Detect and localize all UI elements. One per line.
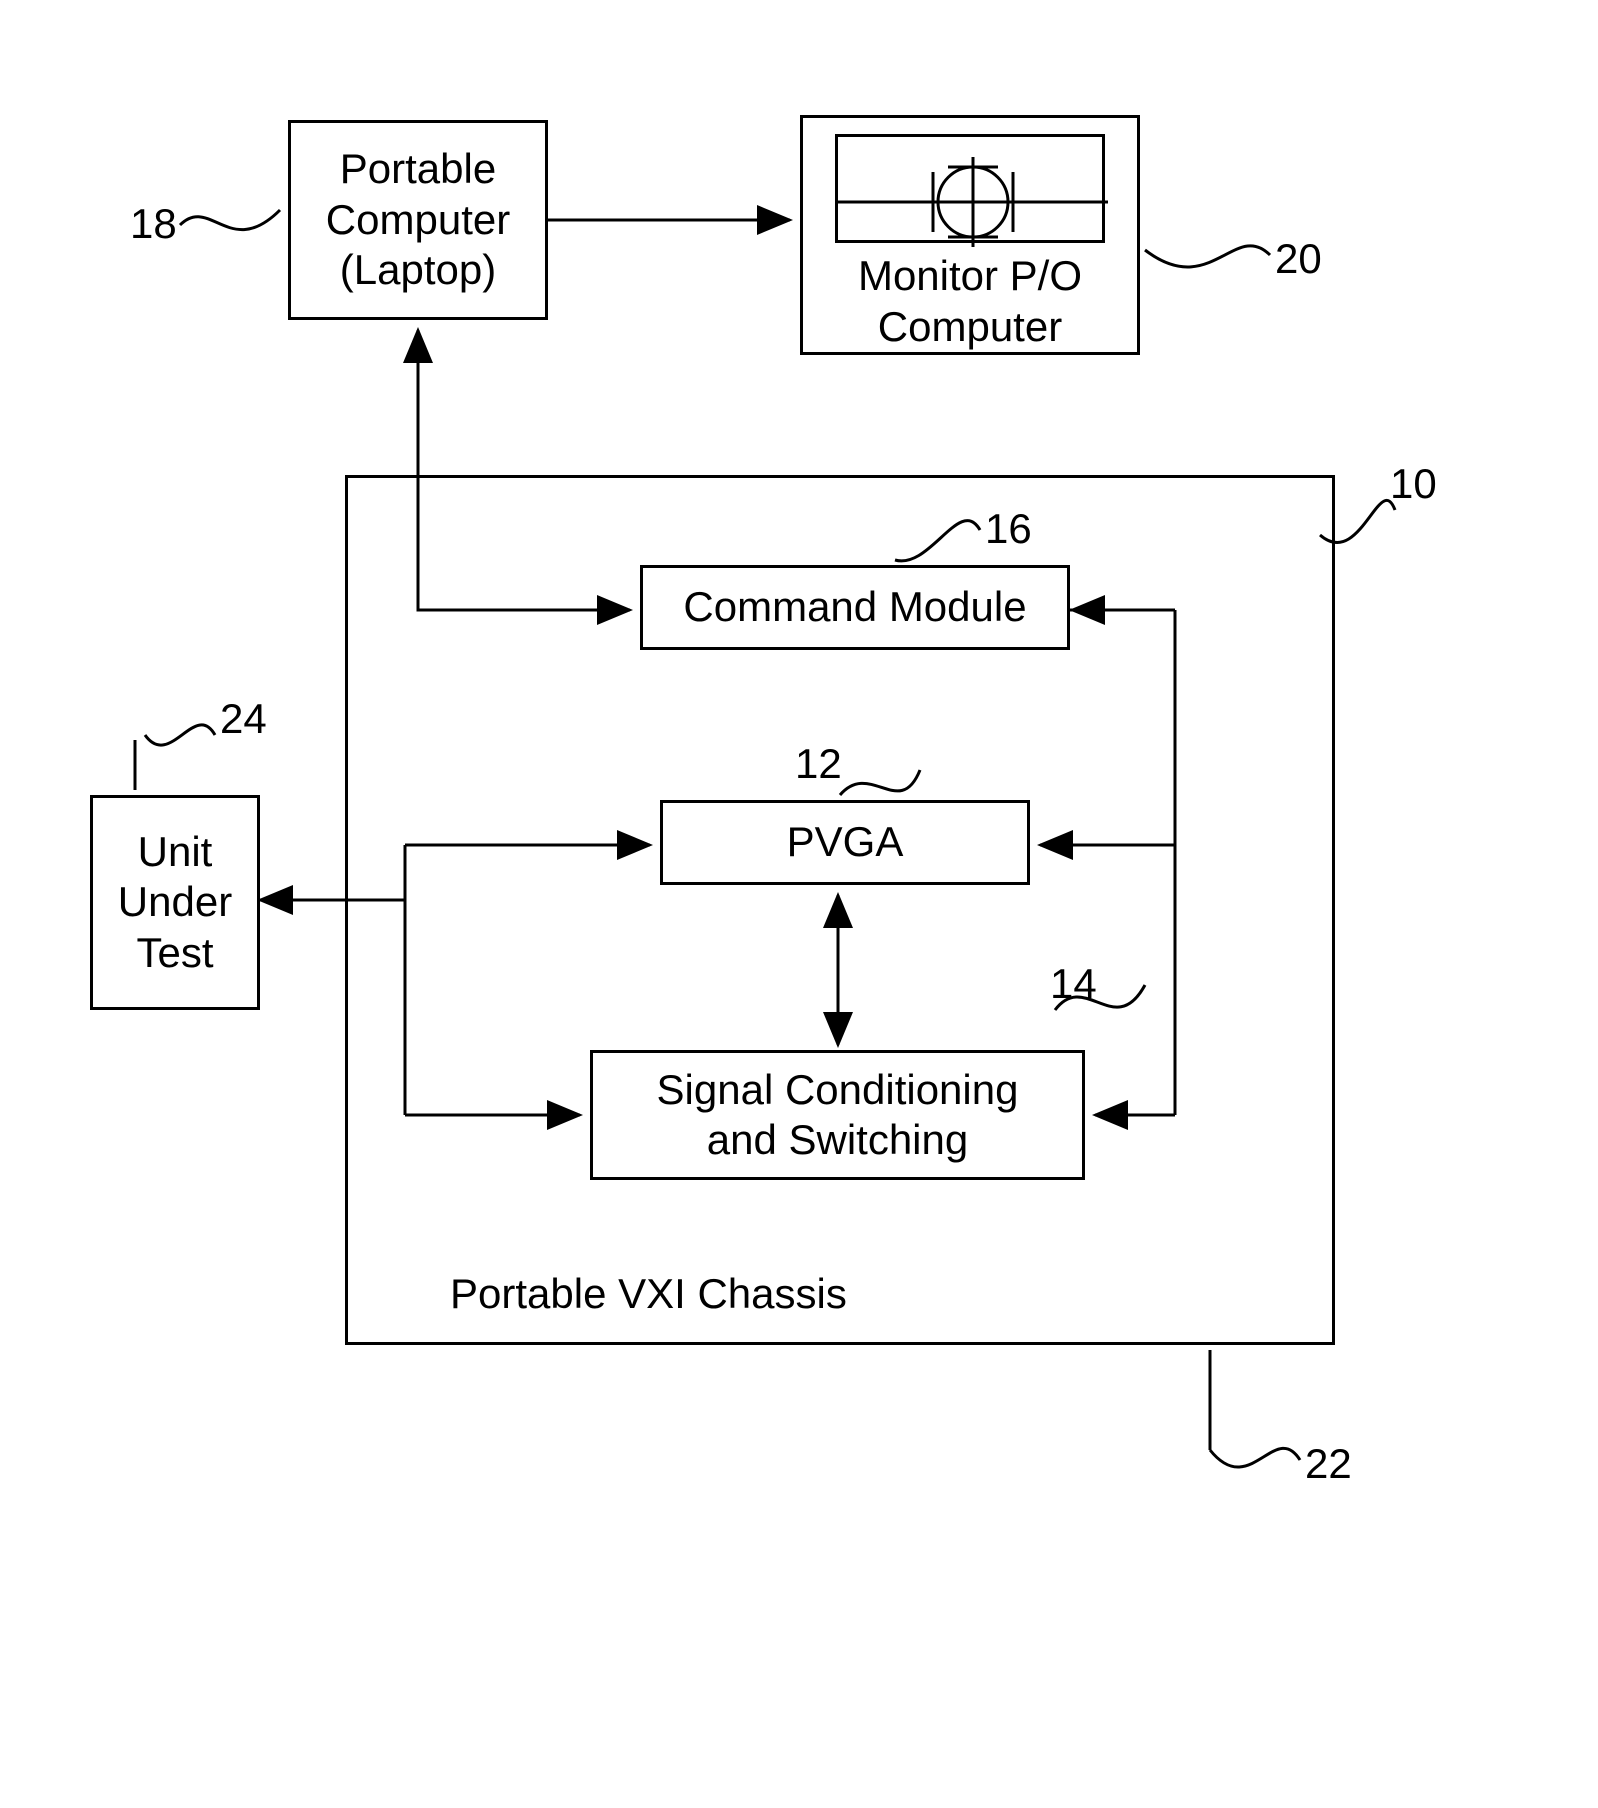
ref-10: 10 (1390, 460, 1437, 508)
ref-14: 14 (1050, 960, 1097, 1008)
uut-line3: Test (136, 929, 213, 976)
uut-block: Unit Under Test (90, 795, 260, 1010)
pc-line1: Portable (340, 145, 496, 192)
ref-22: 22 (1305, 1440, 1352, 1488)
portable-computer-block: Portable Computer (Laptop) (288, 120, 548, 320)
monitor-line1: Monitor P/O (858, 252, 1082, 299)
signal-conditioning-block: Signal Conditioning and Switching (590, 1050, 1085, 1180)
pc-line2: Computer (326, 196, 510, 243)
chassis-label: Portable VXI Chassis (450, 1270, 847, 1318)
ref-20: 20 (1275, 235, 1322, 283)
ref-12: 12 (795, 740, 842, 788)
pc-line3: (Laptop) (340, 246, 496, 293)
portable-computer-text: Portable Computer (Laptop) (326, 144, 510, 295)
monitor-outer-block: Monitor P/O Computer (800, 115, 1140, 355)
uut-line1: Unit (138, 828, 213, 875)
ref-24: 24 (220, 695, 267, 743)
uut-text: Unit Under Test (118, 827, 232, 978)
command-text: Command Module (683, 582, 1026, 632)
command-module-block: Command Module (640, 565, 1070, 650)
monitor-screen (835, 134, 1105, 243)
signal-line1: Signal Conditioning (657, 1066, 1019, 1113)
monitor-line2: Computer (878, 303, 1062, 350)
ref-16: 16 (985, 505, 1032, 553)
signal-text: Signal Conditioning and Switching (657, 1065, 1019, 1166)
signal-line2: and Switching (707, 1116, 969, 1163)
ref-18: 18 (130, 200, 177, 248)
uut-line2: Under (118, 878, 232, 925)
pvga-text: PVGA (787, 817, 904, 867)
pvga-block: PVGA (660, 800, 1030, 885)
monitor-text: Monitor P/O Computer (858, 251, 1082, 352)
